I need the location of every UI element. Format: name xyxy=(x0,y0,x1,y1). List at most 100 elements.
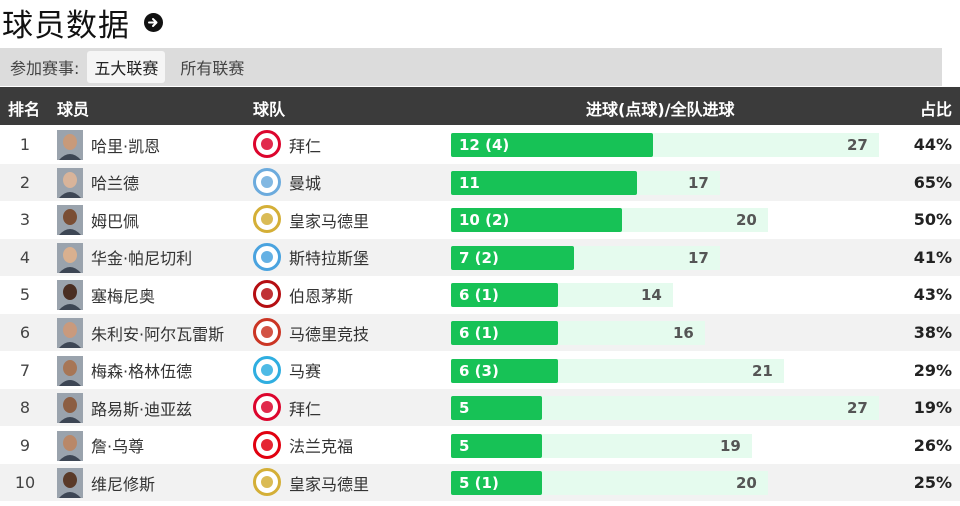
team-goals-label: 17 xyxy=(688,248,709,267)
rank-cell: 5 xyxy=(19,285,31,305)
rank-cell: 4 xyxy=(19,247,31,267)
rank-cell: 10 xyxy=(14,473,36,493)
team-name-link[interactable]: 拜仁 xyxy=(289,136,322,156)
player-avatar xyxy=(57,280,83,311)
player-name-link[interactable]: 哈里·凯恩 xyxy=(91,136,161,156)
player-goals-bar xyxy=(451,396,542,421)
real-madrid-crest-icon xyxy=(253,205,281,234)
rank-cell: 8 xyxy=(19,398,31,418)
table-header: 排名 球员 球队 进球(点球)/全队进球 占比 xyxy=(0,87,960,125)
team-name-link[interactable]: 斯特拉斯堡 xyxy=(289,249,370,269)
player-goals-bar xyxy=(451,245,574,270)
player-goals-label: 10 (2) xyxy=(459,211,510,230)
player-avatar xyxy=(57,430,83,461)
bayern-crest-icon xyxy=(253,130,281,158)
team-name-link[interactable]: 马德里竞技 xyxy=(289,324,370,344)
header-ratio[interactable]: 占比 xyxy=(919,100,952,119)
rank-cell: 6 xyxy=(19,323,31,342)
player-avatar xyxy=(57,355,83,386)
team-goals-label: 21 xyxy=(752,361,773,380)
team-name-link[interactable]: 法兰克福 xyxy=(289,437,354,457)
player-goals-label: 7 (2) xyxy=(459,248,499,267)
player-name-link[interactable]: 姆巴佩 xyxy=(91,211,140,231)
goal-share-percent: 44% xyxy=(913,135,952,154)
header-team[interactable]: 球队 xyxy=(253,100,286,119)
goal-share-percent: 26% xyxy=(913,435,952,455)
rank-cell: 3 xyxy=(19,210,31,230)
filter-option-top-five[interactable]: 五大联赛 xyxy=(87,51,166,83)
player-avatar xyxy=(57,468,83,499)
team-name-link[interactable]: 拜仁 xyxy=(289,399,322,419)
header-goals[interactable]: 进球(点球)/全队进球 xyxy=(586,100,735,119)
team-name-link[interactable]: 马赛 xyxy=(289,362,322,382)
player-goals-bar xyxy=(451,208,622,233)
player-goals-bar xyxy=(451,358,558,383)
player-name-link[interactable]: 梅森·格林伍德 xyxy=(91,362,193,382)
man-city-crest-icon xyxy=(253,167,281,196)
table-row[interactable]: 9 詹·乌尊 法兰克福 5 19 26% xyxy=(0,427,960,464)
goal-share-percent: 65% xyxy=(913,172,952,192)
rank-cell: 7 xyxy=(19,360,31,380)
team-goals-label: 20 xyxy=(736,474,757,493)
header-player[interactable]: 球员 xyxy=(57,100,90,119)
atletico-crest-icon xyxy=(253,318,281,346)
table-row[interactable]: 5 塞梅尼奥 伯恩茅斯 6 (1) 14 43% xyxy=(0,276,960,313)
goal-share-percent: 38% xyxy=(913,323,952,342)
goal-share-percent: 19% xyxy=(913,398,952,418)
table-row[interactable]: 8 路易斯·迪亚兹 拜仁 5 27 19% xyxy=(0,389,960,427)
team-goals-label: 27 xyxy=(847,136,868,154)
player-avatar xyxy=(57,318,83,348)
player-name-link[interactable]: 詹·乌尊 xyxy=(91,437,145,457)
player-name-link[interactable]: 路易斯·迪亚兹 xyxy=(91,399,193,419)
bayern-crest-icon xyxy=(253,393,281,422)
arrow-circle-icon[interactable] xyxy=(144,12,163,32)
player-goals-bar xyxy=(451,433,542,458)
title-bar: 球员数据 xyxy=(0,0,960,44)
player-name-link[interactable]: 塞梅尼奥 xyxy=(91,286,156,306)
player-goals-label: 5 xyxy=(459,436,470,455)
goal-share-percent: 50% xyxy=(913,210,952,230)
page-title: 球员数据 xyxy=(2,7,130,44)
rank-cell: 9 xyxy=(19,435,31,455)
player-name-link[interactable]: 华金·帕尼切利 xyxy=(91,249,193,269)
table-row[interactable]: 2 哈兰德 曼城 11 17 65% xyxy=(0,163,960,201)
table-row[interactable]: 7 梅森·格林伍德 马赛 6 (3) 21 29% xyxy=(0,352,960,389)
goal-share-percent: 29% xyxy=(913,360,952,380)
filter-label: 参加赛事: xyxy=(10,59,80,78)
player-goals-label: 5 xyxy=(459,399,470,418)
player-avatar xyxy=(57,393,83,424)
strasbourg-crest-icon xyxy=(253,242,281,271)
rank-cell: 1 xyxy=(19,135,31,154)
real-madrid-crest-icon xyxy=(253,468,281,497)
bournemouth-crest-icon xyxy=(253,280,281,309)
table-row[interactable]: 1 哈里·凯恩 拜仁 12 (4) 27 44% xyxy=(0,126,960,163)
player-name-link[interactable]: 朱利安·阿尔瓦雷斯 xyxy=(91,324,225,344)
goal-share-percent: 43% xyxy=(913,285,952,305)
team-name-link[interactable]: 曼城 xyxy=(289,174,322,194)
competition-filter: 参加赛事: 五大联赛 所有联赛 xyxy=(0,48,942,86)
player-name-link[interactable]: 维尼修斯 xyxy=(91,474,156,494)
player-goals-label: 6 (1) xyxy=(459,324,499,342)
table-row[interactable]: 6 朱利安·阿尔瓦雷斯 马德里竞技 6 (1) 16 38% xyxy=(0,314,960,351)
team-name-link[interactable]: 皇家马德里 xyxy=(289,474,370,494)
table-row[interactable]: 4 华金·帕尼切利 斯特拉斯堡 7 (2) 17 41% xyxy=(0,238,960,276)
player-avatar xyxy=(57,205,83,236)
marseille-crest-icon xyxy=(253,355,281,384)
team-name-link[interactable]: 伯恩茅斯 xyxy=(289,286,354,306)
table-row[interactable]: 3 姆巴佩 皇家马德里 10 (2) 20 50% xyxy=(0,201,960,238)
team-goals-label: 14 xyxy=(641,286,662,305)
player-goals-label: 5 (1) xyxy=(459,474,499,493)
team-goals-label: 16 xyxy=(673,324,694,342)
player-goals-label: 6 (1) xyxy=(459,286,499,305)
goal-share-percent: 25% xyxy=(913,473,952,493)
table-row[interactable]: 10 维尼修斯 皇家马德里 5 (1) 20 25% xyxy=(0,464,960,502)
filter-option-all[interactable]: 所有联赛 xyxy=(180,59,245,78)
player-goals-bar xyxy=(451,133,653,157)
player-goals-bar xyxy=(451,170,637,195)
header-rank[interactable]: 排名 xyxy=(8,100,41,119)
player-goals-bar xyxy=(451,321,558,345)
team-name-link[interactable]: 皇家马德里 xyxy=(289,211,370,231)
player-name-link[interactable]: 哈兰德 xyxy=(91,174,140,194)
player-avatar xyxy=(57,242,83,273)
player-avatar xyxy=(57,130,83,160)
